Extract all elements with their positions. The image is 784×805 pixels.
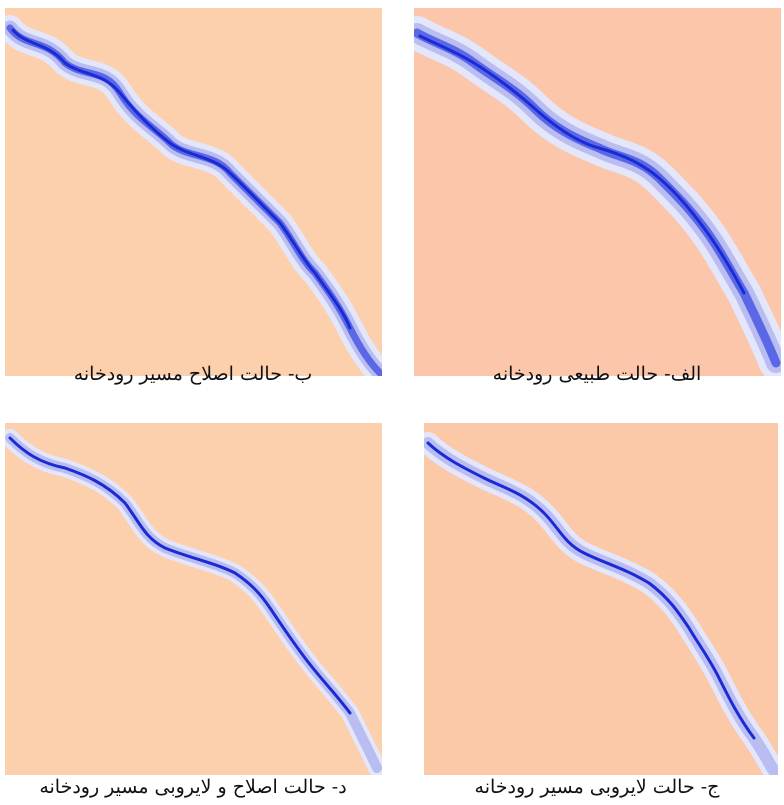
map-background	[5, 423, 382, 775]
caption-jim: ج- حالت لایروبی مسیر رودخانه	[474, 776, 720, 798]
river-channel	[5, 15, 382, 376]
river-channel	[414, 16, 781, 376]
caption-alef: الف- حالت طبیعی رودخانه	[492, 363, 702, 385]
caption-b: ب- حالت اصلاح مسیر رودخانه	[73, 363, 313, 385]
river-channel	[424, 432, 778, 775]
caption-d: د- حالت اصلاح و لایروبی مسیر رودخانه	[39, 776, 347, 798]
river-channel	[5, 429, 382, 775]
river-map-d	[5, 423, 382, 775]
river-map-b	[5, 8, 382, 376]
river-map-alef	[414, 8, 781, 376]
river-map-jim	[424, 423, 778, 775]
